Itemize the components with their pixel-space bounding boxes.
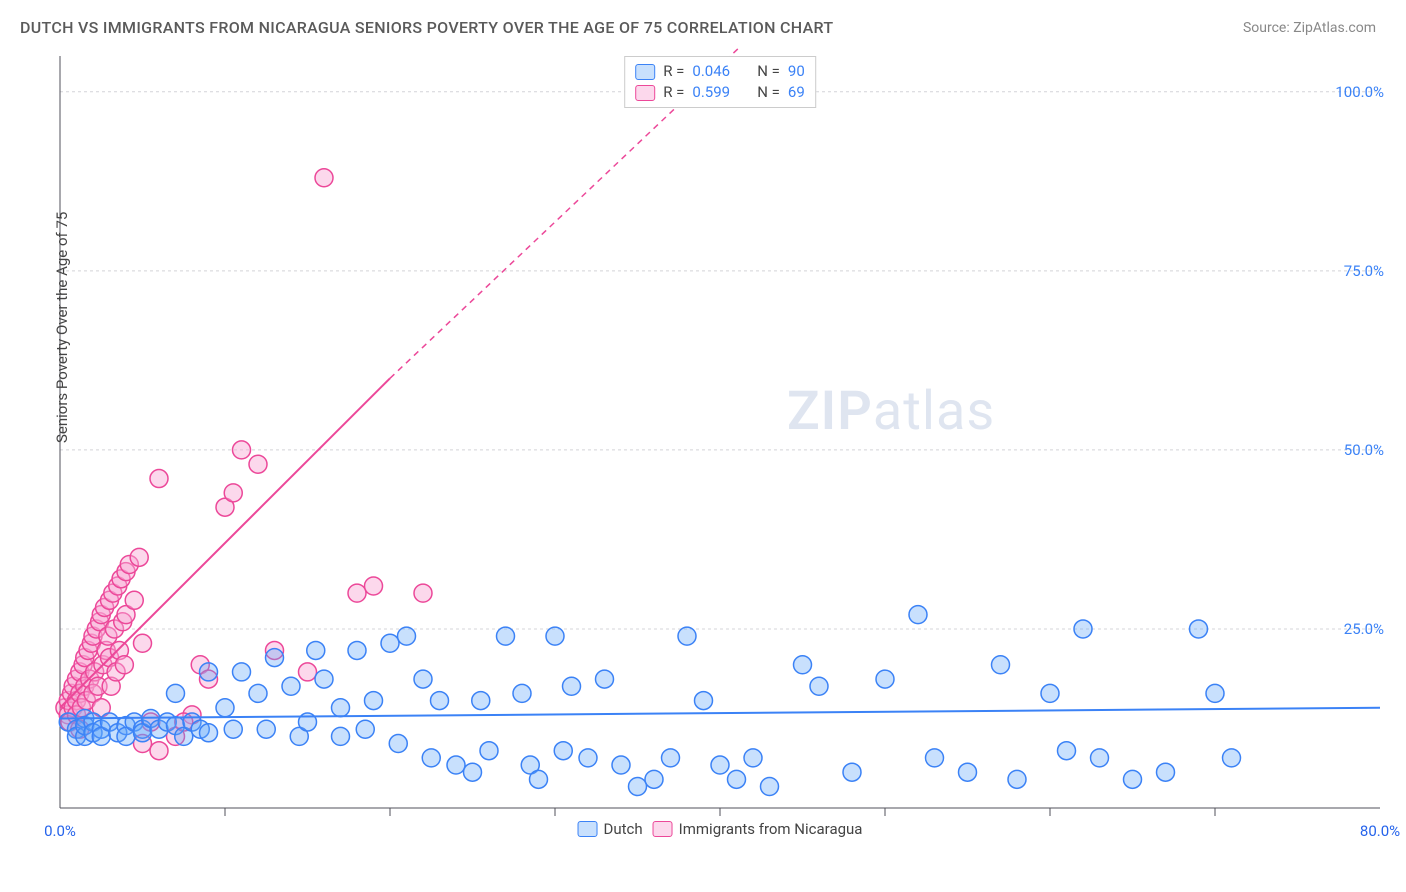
y-tick-label: 75.0% xyxy=(1344,262,1384,280)
x-tick-label: 80.0% xyxy=(1360,822,1400,840)
source-attribution: Source: ZipAtlas.com xyxy=(1243,20,1376,36)
chart-title: DUTCH VS IMMIGRANTS FROM NICARAGUA SENIO… xyxy=(20,18,833,37)
y-axis-label: Seniors Poverty Over the Age of 75 xyxy=(53,212,71,443)
plot-area: Seniors Poverty Over the Age of 75 R = 0… xyxy=(50,48,1390,838)
legend-swatch xyxy=(635,64,655,80)
bottom-legend: Dutch Immigrants from Nicaragua xyxy=(578,820,863,838)
legend-swatch xyxy=(653,821,673,837)
legend-item: Immigrants from Nicaragua xyxy=(653,820,863,838)
legend-item: Dutch xyxy=(578,820,643,838)
legend-swatch xyxy=(578,821,598,837)
y-tick-label: 100.0% xyxy=(1335,83,1384,101)
y-tick-label: 50.0% xyxy=(1344,441,1384,459)
stat-legend-row: R = 0.599 N = 69 xyxy=(635,82,805,103)
legend-label: Dutch xyxy=(604,820,643,838)
stat-legend-row: R = 0.046 N = 90 xyxy=(635,61,805,82)
stat-legend: R = 0.046 N = 90R = 0.599 N = 69 xyxy=(624,56,816,108)
y-tick-label: 25.0% xyxy=(1344,620,1384,638)
x-tick-label: 0.0% xyxy=(44,822,76,840)
chart-svg xyxy=(50,48,1390,838)
legend-label: Immigrants from Nicaragua xyxy=(679,820,863,838)
legend-swatch xyxy=(635,85,655,101)
